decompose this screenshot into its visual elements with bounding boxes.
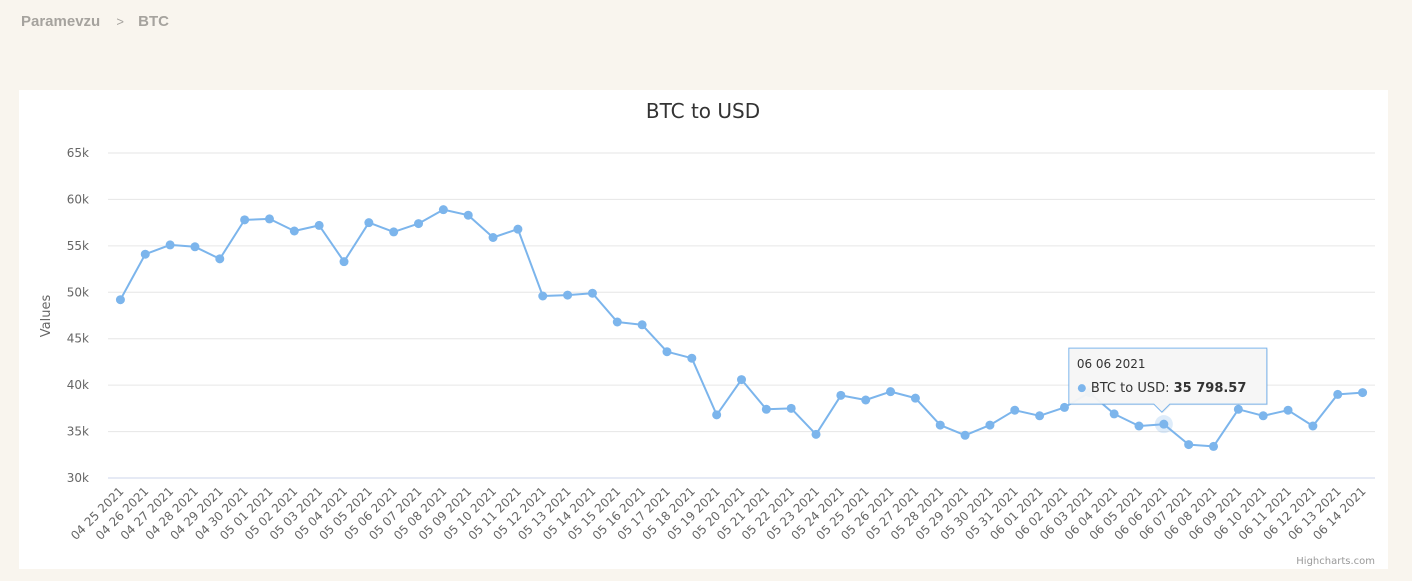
breadcrumb-root-link[interactable]: Paramevzu [21, 13, 101, 30]
y-tick-label: 60k [67, 192, 89, 206]
data-point[interactable] [1035, 411, 1045, 421]
data-point[interactable] [1109, 409, 1119, 419]
breadcrumb-separator: > [116, 14, 124, 29]
data-point[interactable] [612, 317, 622, 327]
y-tick-label: 40k [67, 378, 89, 392]
data-point[interactable] [786, 403, 796, 413]
data-point[interactable] [861, 395, 871, 405]
y-tick-label: 65k [67, 146, 89, 160]
data-point[interactable] [240, 215, 250, 225]
data-point[interactable] [389, 227, 399, 237]
data-point[interactable] [488, 233, 498, 242]
data-point[interactable] [587, 288, 597, 298]
y-tick-label: 45k [67, 332, 89, 346]
data-point[interactable] [737, 375, 746, 385]
data-point[interactable] [1059, 402, 1069, 412]
y-axis-label: Values [39, 295, 54, 338]
data-point[interactable] [886, 387, 896, 397]
data-point[interactable] [960, 430, 970, 440]
data-point[interactable] [1308, 421, 1318, 431]
data-point[interactable] [1010, 405, 1020, 415]
data-point[interactable] [463, 210, 473, 220]
breadcrumb: Paramevzu > BTC [21, 13, 169, 30]
data-point[interactable] [811, 429, 821, 439]
data-point[interactable] [662, 347, 672, 357]
y-tick-label: 30k [67, 471, 89, 485]
btc-usd-line-chart[interactable]: BTC to USD Values 30k 35k 40k 45k 50k 55k 60k 6… [19, 90, 1388, 569]
data-point[interactable] [836, 390, 846, 400]
series-line [119, 208, 1363, 448]
data-point[interactable] [563, 290, 573, 300]
y-tick-label: 55k [67, 239, 89, 253]
data-point[interactable] [339, 257, 349, 267]
data-point[interactable] [1333, 389, 1343, 399]
data-point[interactable] [364, 218, 374, 228]
chart-card: BTC to USD Values 30k 35k 40k 45k 50k 55k 60k 6… [19, 90, 1388, 569]
y-tick-label: 35k [67, 425, 89, 439]
data-point[interactable] [140, 249, 150, 259]
data-point[interactable] [165, 240, 175, 250]
data-point[interactable] [637, 320, 647, 330]
data-point[interactable] [115, 295, 125, 305]
y-tick-label: 50k [67, 285, 89, 299]
data-point[interactable] [910, 393, 920, 403]
data-point[interactable] [1134, 421, 1144, 431]
data-point[interactable] [538, 291, 548, 301]
data-point[interactable] [1209, 441, 1219, 451]
data-point[interactable] [1283, 405, 1293, 415]
data-point[interactable] [1258, 411, 1268, 421]
series-btc-usd[interactable] [115, 205, 1368, 451]
data-point[interactable] [190, 242, 200, 252]
data-point[interactable] [985, 420, 995, 430]
data-point[interactable] [513, 224, 523, 234]
data-point[interactable] [1159, 419, 1169, 429]
tooltip-series-marker [1077, 384, 1086, 393]
data-point[interactable] [215, 254, 225, 264]
tooltip-box [1068, 347, 1268, 413]
data-point[interactable] [414, 219, 424, 229]
tooltip: 06 06 2021 BTC to USD: 35 798.57 [1068, 347, 1268, 414]
data-point[interactable] [314, 220, 324, 230]
data-point[interactable] [264, 214, 274, 224]
data-point[interactable] [935, 420, 945, 430]
data-point[interactable] [687, 353, 697, 363]
tooltip-series-label: BTC to USD: 35 798.57 [1091, 381, 1247, 396]
data-point[interactable] [289, 226, 299, 236]
breadcrumb-current[interactable]: BTC [138, 13, 169, 30]
y-axis-ticks: 30k 35k 40k 45k 50k 55k 60k 65k [67, 146, 89, 485]
chart-title: BTC to USD [646, 99, 760, 123]
credits-link[interactable]: Highcharts.com [1296, 556, 1375, 567]
data-point[interactable] [761, 404, 771, 414]
data-point[interactable] [1184, 440, 1194, 450]
data-point[interactable] [1233, 404, 1243, 414]
grid-lines [108, 152, 1375, 479]
data-point[interactable] [438, 205, 448, 215]
tooltip-date: 06 06 2021 [1077, 357, 1146, 371]
data-point[interactable] [1358, 388, 1368, 398]
tooltip-value: 35 798.57 [1174, 381, 1247, 396]
data-point[interactable] [712, 410, 722, 420]
